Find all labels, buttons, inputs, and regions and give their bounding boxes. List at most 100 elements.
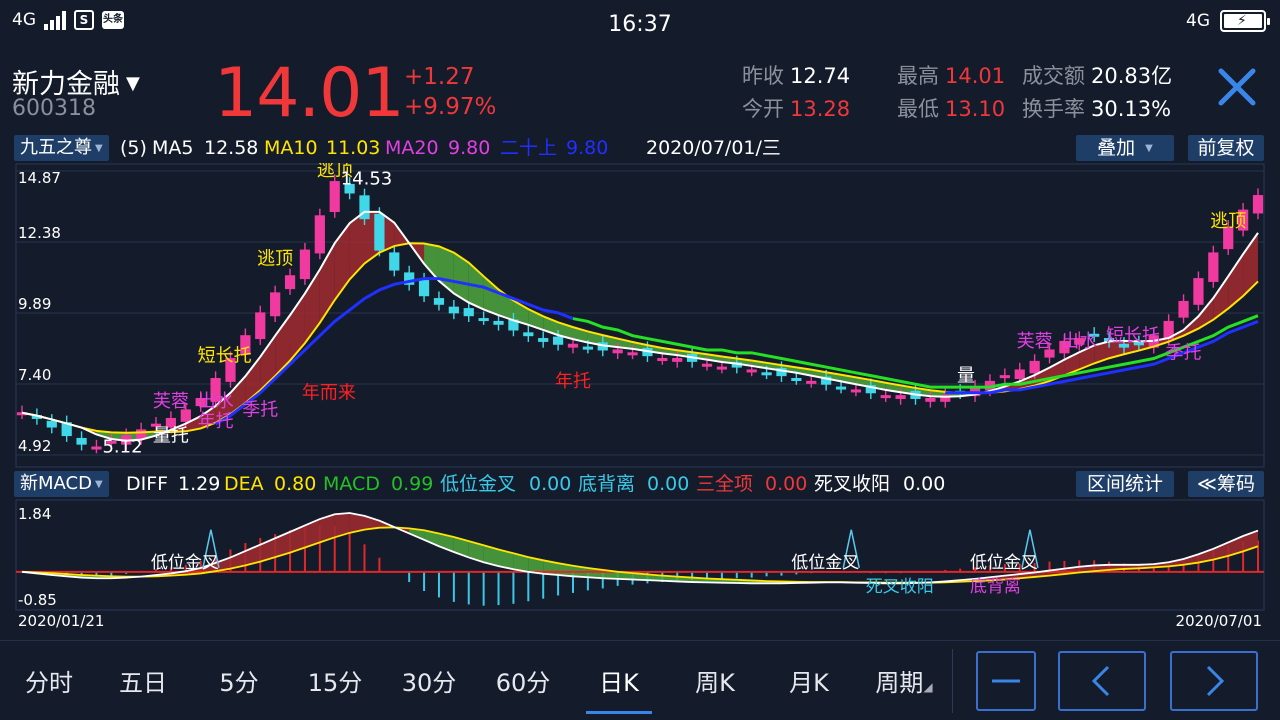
tab-5min[interactable]: 5分 xyxy=(219,669,259,697)
ma-ribbon-segment xyxy=(528,309,544,330)
dea-line xyxy=(21,526,1259,584)
chips-button[interactable]: ≪筹码 xyxy=(1188,471,1264,497)
candle-body xyxy=(284,275,296,290)
macd-ribbon-segment xyxy=(260,538,276,562)
candle-body xyxy=(761,372,772,376)
x-axis-start-date: 2020/01/21 xyxy=(18,612,104,630)
golden-cross-marker xyxy=(202,529,220,568)
adjust-button[interactable]: 前复权 xyxy=(1188,135,1264,161)
macd-info-row: 新MACD ▼ DIFF 1.29 DEA 0.80 MACD 0.99 低位金叉… xyxy=(0,469,1280,499)
candle-body xyxy=(1237,209,1249,231)
stat-turnover-amount: 成交额 20.83亿 xyxy=(1022,64,1173,88)
kline-annotation: 年托 xyxy=(198,411,234,432)
macd-ribbon-segment xyxy=(617,571,633,580)
candle-body xyxy=(1178,300,1189,318)
zoom-out-icon xyxy=(992,679,1020,683)
kline-annotation: 短长托 xyxy=(198,345,252,366)
candle-body xyxy=(716,366,728,370)
candle-body xyxy=(240,335,251,355)
candle-body xyxy=(850,389,862,393)
tab-intraday[interactable]: 分时 xyxy=(25,669,73,697)
tab-monthly-k[interactable]: 月K xyxy=(789,669,829,697)
candle-body xyxy=(225,358,236,382)
macd-ribbon-segment xyxy=(498,549,514,570)
kline-annotation: 量托 xyxy=(153,425,189,446)
candle-body xyxy=(1089,333,1100,337)
candle-body xyxy=(136,429,147,439)
candle-body xyxy=(538,338,549,342)
macd-label: MACD xyxy=(323,473,380,495)
candle-body xyxy=(821,376,832,385)
kline-y-tick: 9.89 xyxy=(18,295,51,313)
sqx-label: 三全项 xyxy=(696,473,754,495)
kline-annotation: 逃顶 xyxy=(257,248,293,269)
dea-label: DEA xyxy=(224,473,264,495)
diff-line xyxy=(21,512,1259,585)
toolbar-divider xyxy=(952,649,953,713)
candle-body xyxy=(880,395,891,399)
stock-selector[interactable]: 新力金融 ▼ xyxy=(12,62,140,101)
tab-30min[interactable]: 30分 xyxy=(401,669,457,697)
stats-col-3: 成交额 20.83亿 换手率 30.13% xyxy=(1022,60,1172,126)
sqx-value: 0.00 xyxy=(765,473,808,495)
ma-ribbon-segment xyxy=(453,252,469,303)
candle-body xyxy=(552,336,564,345)
main-indicator-dropdown[interactable]: 九五之尊 ▼ xyxy=(14,135,109,161)
toutiao-notification-icon: 头条 xyxy=(102,11,124,29)
x-axis-end-date: 2020/07/01 xyxy=(1176,612,1262,630)
tab-period[interactable]: 周期◢ xyxy=(875,669,933,697)
dbl-label: 底背离 xyxy=(578,473,636,495)
next-button[interactable] xyxy=(1170,651,1258,711)
ma-ribbon-segment xyxy=(260,335,276,391)
ma-param: (5) xyxy=(120,137,147,159)
sub-indicator-dropdown[interactable]: 新MACD ▼ xyxy=(14,471,109,497)
candle-body xyxy=(210,378,221,402)
tab-five-day[interactable]: 五日 xyxy=(119,669,167,697)
candle-body xyxy=(299,249,311,280)
candle-body xyxy=(1044,349,1055,358)
candle-body xyxy=(91,446,102,450)
tab-60min[interactable]: 60分 xyxy=(495,669,551,697)
tab-15min[interactable]: 15分 xyxy=(307,669,363,697)
kline-annotation: 芙蓉 xyxy=(153,391,189,412)
candle-body xyxy=(895,395,906,399)
candle-body xyxy=(418,279,430,297)
tab-weekly-k[interactable]: 周K xyxy=(695,669,735,697)
macd-ribbon-segment xyxy=(290,525,305,553)
diff-value: 1.29 xyxy=(178,473,221,495)
candle-body xyxy=(523,332,534,337)
ma5-value: 12.58 xyxy=(204,137,259,159)
macd-ribbon-segment xyxy=(364,515,380,530)
candle-body xyxy=(478,318,489,322)
candle-body xyxy=(672,358,683,362)
stat-open: 今开 13.28 xyxy=(742,97,851,121)
ma20-value: 9.80 xyxy=(448,137,491,159)
tab-daily-k[interactable]: 日K xyxy=(599,669,639,697)
ma-ribbon-segment xyxy=(1228,254,1244,309)
range-stats-button[interactable]: 区间统计 xyxy=(1076,471,1174,497)
candle-body xyxy=(493,320,504,325)
stats-col-1: 昨收 12.74 今开 13.28 xyxy=(742,60,850,126)
candle-body xyxy=(344,183,355,194)
candle-body xyxy=(255,312,266,340)
ma-ribbon-segment xyxy=(1213,276,1229,320)
macd-ribbon-segment xyxy=(319,514,335,543)
macd-annotation: 低位金叉 xyxy=(791,553,859,573)
ma-ribbon-segment xyxy=(334,223,350,301)
ma-ribbon-segment xyxy=(185,416,201,432)
candle-body xyxy=(1014,369,1025,380)
zoom-out-button[interactable] xyxy=(976,651,1036,711)
macd-ribbon-segment xyxy=(349,513,365,533)
close-icon[interactable] xyxy=(1216,66,1258,108)
macd-annotation: 低位金叉 xyxy=(151,553,219,573)
candle-body xyxy=(1029,360,1040,374)
prev-button[interactable] xyxy=(1058,651,1146,711)
candle-body xyxy=(806,380,817,384)
quote-header: 新力金融 ▼ 600318 14.01 +1.27 +9.97% 昨收 12.74 … xyxy=(0,48,1280,134)
kline-annotation: 逃顶 xyxy=(317,163,353,181)
overlay-dropdown[interactable]: 叠加 ▼ xyxy=(1076,135,1174,161)
candle-body xyxy=(791,378,802,382)
stats-col-2: 最高 14.01 最低 13.10 xyxy=(897,60,1005,126)
